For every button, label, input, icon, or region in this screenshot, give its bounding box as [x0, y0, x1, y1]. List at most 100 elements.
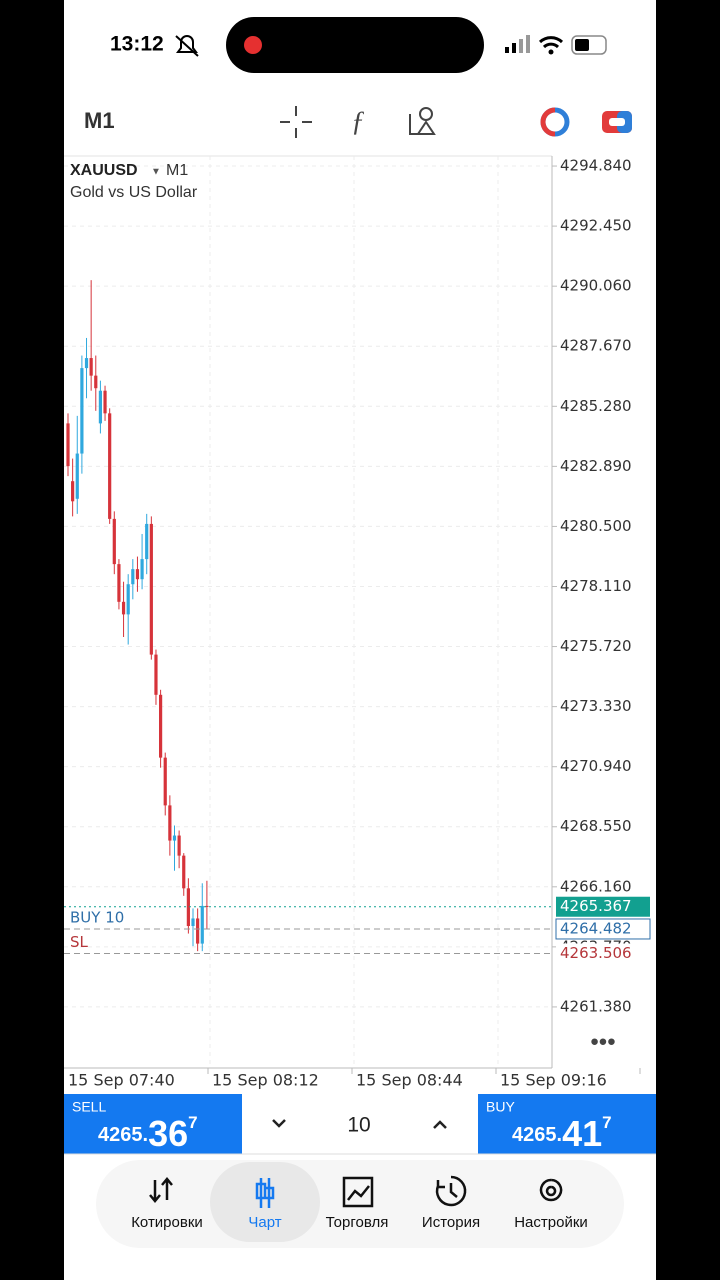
- nav-item[interactable]: Чарт: [248, 1214, 281, 1231]
- y-tick-label: 4290.060: [560, 277, 632, 295]
- order-price-label: 4263.506: [560, 944, 632, 962]
- y-tick-label: 4275.720: [560, 637, 632, 655]
- buy-button[interactable]: [478, 1094, 656, 1154]
- indicators-button[interactable]: ƒ: [351, 106, 365, 137]
- chart-description: Gold vs US Dollar: [70, 184, 198, 201]
- x-tick-label: 15 Sep 09:16: [500, 1071, 607, 1090]
- volume-up[interactable]: [433, 1120, 447, 1129]
- trade-signal-half: [540, 107, 556, 137]
- battery-icon: [571, 35, 607, 55]
- buy-price-main: 4265.: [512, 1124, 562, 1146]
- nav-item[interactable]: Котировки: [131, 1214, 203, 1231]
- nav-item[interactable]: История: [422, 1214, 480, 1231]
- candle-body: [163, 757, 167, 806]
- candle-body: [121, 601, 126, 615]
- nav-item[interactable]: Настройки: [514, 1214, 588, 1231]
- candle-body: [145, 523, 149, 560]
- sell-price: 4265.367: [98, 1113, 198, 1154]
- candle-body: [140, 559, 144, 580]
- y-tick-label: 4292.450: [560, 217, 632, 235]
- timeframe-button[interactable]: M1: [84, 108, 115, 133]
- status-time: 13:12: [110, 33, 164, 56]
- sell-button[interactable]: [64, 1094, 242, 1154]
- nav-items: Котировки Чарт Торговля История Настройки: [131, 1162, 588, 1242]
- candle-body: [135, 569, 140, 580]
- candle-body: [200, 905, 204, 944]
- symbol-dropdown: ▼: [151, 167, 161, 178]
- buy-label: BUY: [486, 1099, 515, 1115]
- nav-icon: [435, 1175, 467, 1207]
- signal-icon: [505, 35, 530, 53]
- candle-body: [186, 888, 190, 927]
- candle-body: [80, 368, 84, 454]
- y-tick-label: 4278.110: [560, 577, 632, 595]
- candle-body: [112, 518, 116, 565]
- y-tick-label: 4282.890: [560, 457, 632, 475]
- candle-body: [159, 694, 163, 758]
- one-click-inner: [609, 118, 625, 126]
- more-button[interactable]: •••: [590, 1028, 615, 1055]
- sell-price-main: 4265.: [98, 1124, 148, 1146]
- volume[interactable]: 10: [347, 1114, 370, 1137]
- nav-item[interactable]: Торговля: [326, 1214, 389, 1231]
- objects-button[interactable]: [409, 107, 436, 135]
- candle-body: [149, 523, 153, 655]
- order-price-label: 4264.482: [560, 919, 632, 937]
- candle-body: [168, 805, 172, 841]
- candle-body: [94, 375, 98, 389]
- y-tick-label: 4270.940: [560, 757, 632, 775]
- wifi-icon: [538, 36, 564, 49]
- mute-icon: [175, 35, 199, 57]
- candle-body: [66, 423, 70, 467]
- nav-icon: [149, 1177, 173, 1203]
- sell-price-small: 7: [188, 1113, 197, 1132]
- order-label-box: [556, 943, 650, 964]
- sell-label: SELL: [72, 1099, 106, 1115]
- sell-price-big: 36: [148, 1113, 188, 1154]
- y-tick-label: 4285.280: [560, 397, 632, 415]
- candle-body: [108, 413, 112, 519]
- bid-label-box: [556, 896, 650, 917]
- nav-icon: [255, 1178, 275, 1208]
- candle-body: [103, 390, 107, 414]
- crosshair-button[interactable]: [280, 106, 312, 138]
- candle-body: [75, 453, 79, 499]
- order-name: BUY 10: [70, 908, 124, 926]
- candle-body: [196, 918, 200, 944]
- order-name: SL: [70, 933, 89, 951]
- chart-symbol: XAUUSD: [70, 162, 138, 179]
- chart-timeframe: M1: [166, 162, 188, 179]
- candle-body: [154, 654, 158, 695]
- y-tick-label: 4280.500: [560, 517, 632, 535]
- candle-body: [131, 569, 135, 585]
- candle-body: [191, 918, 195, 927]
- buy-price-big: 41: [562, 1113, 602, 1154]
- candle-body: [177, 835, 181, 856]
- candle-body: [117, 564, 121, 602]
- candle-body: [98, 390, 103, 424]
- y-tick-label: 4273.330: [560, 697, 632, 715]
- candle-body: [126, 584, 130, 615]
- chart-plot: [64, 156, 641, 1074]
- buy-price: 4265.417: [512, 1113, 612, 1154]
- nav-icon: [539, 1178, 563, 1202]
- x-tick-label: 15 Sep 08:12: [212, 1071, 319, 1090]
- wifi-dot: [548, 49, 554, 55]
- candle-body: [89, 358, 93, 376]
- app-background: [64, 0, 656, 1280]
- nav-bar: [96, 1160, 624, 1248]
- y-tick-label: 4268.550: [560, 817, 632, 835]
- y-tick-label: 4261.380: [560, 997, 632, 1015]
- volume-down[interactable]: [272, 1119, 286, 1128]
- dynamic-island: [226, 17, 484, 73]
- record-dot: [244, 36, 262, 54]
- y-tick-label: 4266.160: [560, 877, 632, 895]
- x-tick-label: 15 Sep 08:44: [356, 1071, 463, 1090]
- candle-body: [182, 855, 186, 889]
- candle-body: [84, 358, 89, 369]
- candle-body: [71, 481, 75, 502]
- candle-body: [172, 835, 177, 841]
- buy-price-small: 7: [602, 1113, 611, 1132]
